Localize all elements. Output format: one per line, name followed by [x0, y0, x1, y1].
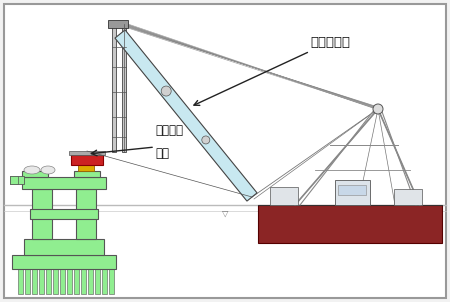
Bar — [32, 266, 37, 294]
Bar — [25, 266, 30, 294]
Bar — [39, 266, 44, 294]
Bar — [69, 151, 105, 155]
Bar — [112, 24, 116, 152]
Bar — [74, 171, 100, 177]
Circle shape — [202, 136, 210, 144]
Bar — [88, 266, 93, 294]
Bar — [30, 209, 98, 219]
Bar — [46, 266, 51, 294]
Ellipse shape — [41, 166, 55, 174]
Bar — [394, 189, 422, 205]
Bar — [76, 189, 96, 239]
Bar — [81, 266, 86, 294]
Text: 損傷した: 損傷した — [155, 124, 183, 137]
Text: クレーン船: クレーン船 — [194, 36, 350, 105]
Bar — [22, 171, 48, 177]
Bar — [102, 266, 107, 294]
Bar — [53, 266, 58, 294]
Bar — [74, 266, 79, 294]
Text: 橋桁: 橋桁 — [155, 147, 169, 160]
Bar — [32, 189, 52, 239]
Bar — [18, 266, 23, 294]
Bar — [67, 266, 72, 294]
Text: ▽: ▽ — [222, 209, 228, 218]
Bar — [122, 24, 126, 152]
Bar — [60, 266, 65, 294]
Ellipse shape — [24, 166, 40, 174]
Polygon shape — [10, 176, 18, 184]
Bar — [338, 185, 366, 195]
Circle shape — [373, 104, 383, 114]
Polygon shape — [115, 30, 257, 201]
Bar — [270, 187, 298, 205]
Bar — [78, 165, 94, 171]
Bar — [12, 255, 116, 269]
Circle shape — [161, 86, 171, 96]
Bar — [24, 239, 104, 255]
Bar — [95, 266, 100, 294]
Bar — [10, 176, 24, 184]
Bar — [258, 205, 442, 243]
Bar — [22, 177, 106, 189]
Bar — [335, 180, 370, 205]
Bar — [108, 20, 128, 28]
Bar — [109, 266, 114, 294]
Bar — [71, 155, 103, 165]
